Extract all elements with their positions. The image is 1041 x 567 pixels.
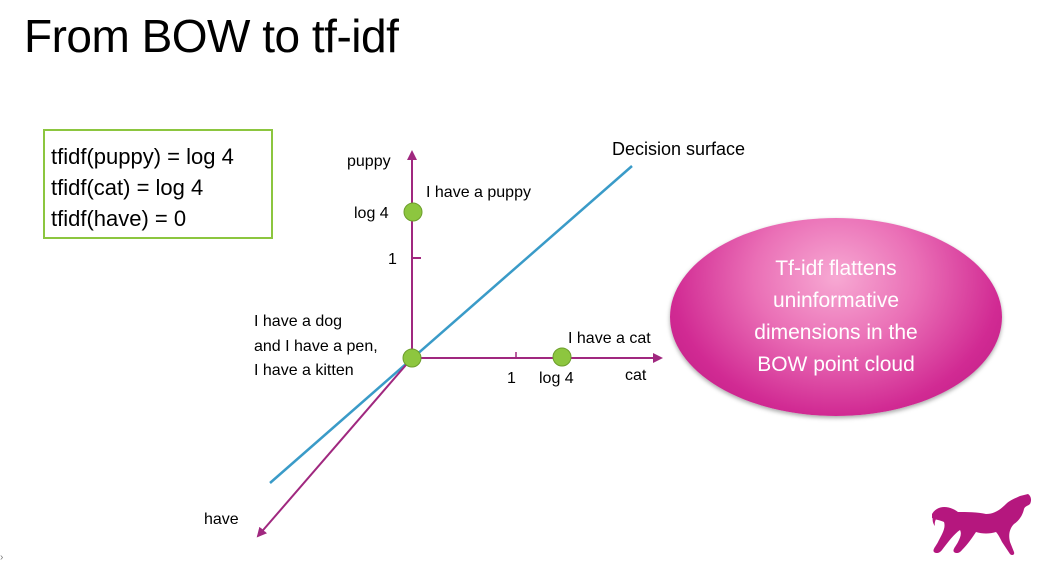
dog-logo-icon (932, 494, 1032, 556)
formula-cat: tfidf(cat) = log 4 (51, 175, 204, 200)
origin-label-line-3: I have a kitten (254, 362, 354, 379)
callout-line-4: BOW point cloud (757, 353, 915, 376)
point-origin (402, 348, 422, 368)
formula-have: tfidf(have) = 0 (51, 206, 187, 231)
callout-ellipse: Tf-idf flattens uninformative dimensions… (670, 218, 1002, 416)
formula-box: tfidf(puppy) = log 4 tfidf(cat) = log 4 … (43, 129, 273, 239)
callout-line-1: Tf-idf flattens (775, 257, 897, 280)
origin-label-line-2: and I have a pen, (254, 338, 378, 355)
decision-surface-line (269, 165, 633, 484)
cat-axis-label: cat (625, 367, 647, 384)
decision-surface-label: Decision surface (612, 139, 745, 159)
callout-line-2: uninformative (772, 289, 900, 312)
callout-text: Tf-idf flattens uninformative dimensions… (716, 253, 956, 381)
slide-edge-mark: › (0, 552, 4, 563)
cat-tick-log4-label: log 4 (539, 370, 574, 387)
point-cat-label: I have a cat (568, 330, 651, 347)
point-puppy (403, 202, 423, 222)
have-axis (256, 357, 413, 538)
point-cat (552, 347, 572, 367)
have-axis-label: have (204, 511, 239, 528)
cat-tick-1-label: 1 (507, 370, 516, 387)
point-puppy-label: I have a puppy (426, 184, 531, 201)
origin-label-line-1: I have a dog (254, 313, 342, 330)
puppy-axis-label: puppy (347, 153, 391, 170)
slide-title: From BOW to tf-idf (24, 10, 399, 62)
puppy-tick-1-label: 1 (388, 251, 397, 268)
callout-line-3: dimensions in the (754, 321, 918, 344)
puppy-tick-log4-label: log 4 (354, 205, 389, 222)
formula-puppy: tfidf(puppy) = log 4 (51, 144, 234, 169)
